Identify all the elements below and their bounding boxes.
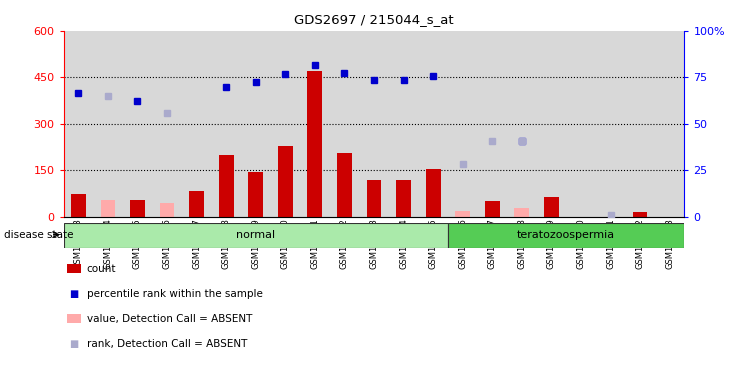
Bar: [515, 208, 529, 217]
Bar: [307, 71, 322, 217]
Bar: [544, 197, 559, 217]
Text: value, Detection Call = ABSENT: value, Detection Call = ABSENT: [87, 314, 252, 324]
Bar: [64, 31, 94, 217]
Bar: [300, 31, 330, 217]
Bar: [159, 203, 174, 217]
Bar: [654, 31, 684, 217]
Bar: [359, 31, 389, 217]
Bar: [189, 190, 204, 217]
Bar: [123, 31, 153, 217]
Text: percentile rank within the sample: percentile rank within the sample: [87, 289, 263, 299]
Text: ■: ■: [70, 289, 79, 299]
Bar: [182, 31, 212, 217]
Bar: [94, 31, 123, 217]
Bar: [507, 31, 536, 217]
Bar: [271, 31, 300, 217]
Text: normal: normal: [236, 230, 275, 240]
Bar: [241, 31, 271, 217]
Text: ■: ■: [70, 339, 79, 349]
Bar: [456, 211, 470, 217]
Bar: [418, 31, 448, 217]
Text: disease state: disease state: [4, 230, 73, 240]
Bar: [448, 223, 684, 248]
Bar: [212, 31, 241, 217]
Bar: [477, 31, 507, 217]
Bar: [633, 212, 648, 217]
Bar: [515, 208, 529, 217]
Bar: [130, 200, 145, 217]
Bar: [248, 172, 263, 217]
Bar: [595, 31, 625, 217]
Text: teratozoospermia: teratozoospermia: [517, 230, 615, 240]
Text: count: count: [87, 264, 116, 274]
Bar: [485, 202, 500, 217]
Bar: [218, 155, 233, 217]
Bar: [426, 169, 441, 217]
Bar: [396, 180, 411, 217]
Bar: [389, 31, 418, 217]
Bar: [337, 153, 352, 217]
Bar: [448, 31, 477, 217]
Bar: [330, 31, 359, 217]
Text: GDS2697 / 215044_s_at: GDS2697 / 215044_s_at: [294, 13, 454, 26]
Bar: [64, 223, 448, 248]
Bar: [625, 31, 654, 217]
Bar: [153, 31, 182, 217]
Bar: [278, 146, 292, 217]
Bar: [100, 200, 115, 217]
Bar: [71, 194, 86, 217]
Bar: [367, 180, 381, 217]
Text: rank, Detection Call = ABSENT: rank, Detection Call = ABSENT: [87, 339, 247, 349]
Bar: [566, 31, 595, 217]
Bar: [536, 31, 566, 217]
